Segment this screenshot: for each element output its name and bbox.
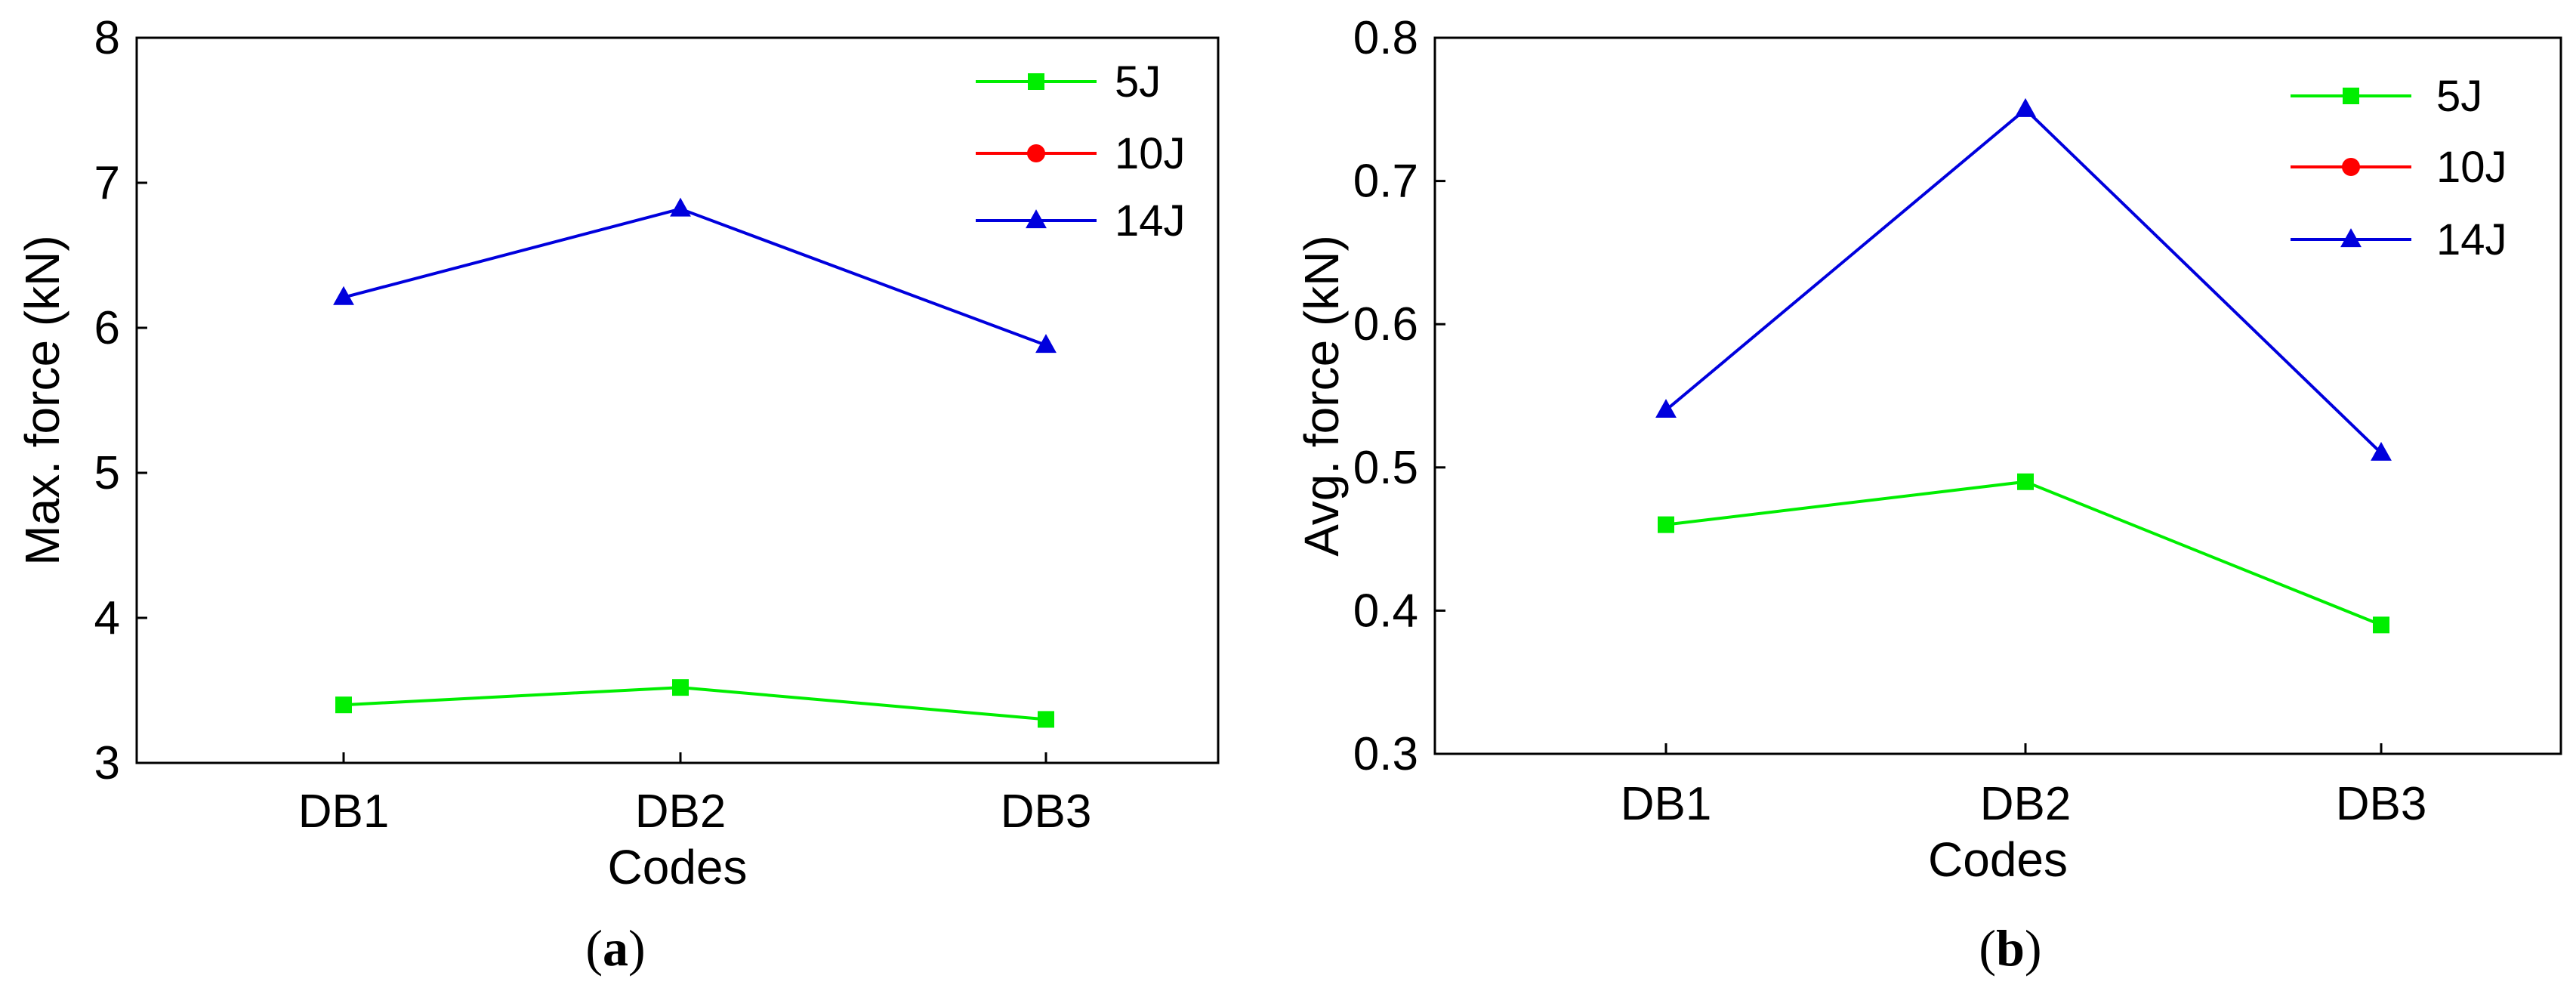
y-tick-label: 0.5 bbox=[1353, 442, 1418, 494]
data-point-5J bbox=[1038, 711, 1054, 728]
data-point-5J bbox=[672, 679, 689, 696]
y-axis-label: Max. force (kN) bbox=[15, 235, 69, 565]
chart-panel-a: 3 4 5 6 7 8 DB1 DB2 DB3 Codes Max. force (kN) 5J 10J… bbox=[15, 12, 1220, 977]
panel-caption: (b) bbox=[1979, 919, 2041, 977]
y-tick-label: 0.8 bbox=[1353, 12, 1418, 64]
data-point-14J bbox=[333, 286, 354, 305]
legend-label-14J: 14J bbox=[2436, 215, 2507, 264]
legend-marker-14J bbox=[2340, 228, 2362, 248]
series-line-14J bbox=[1664, 107, 2383, 455]
legend-marker-14J bbox=[1026, 209, 1047, 229]
y-tick-label: 7 bbox=[94, 157, 120, 209]
y-tick-label: 3 bbox=[94, 737, 120, 789]
x-axis-label: Codes bbox=[1928, 832, 2068, 887]
legend-label-14J: 14J bbox=[1115, 196, 1186, 245]
y-tick-label: 0.7 bbox=[1353, 156, 1418, 208]
x-axis-label: Codes bbox=[608, 840, 748, 894]
y-tick-label: 6 bbox=[94, 302, 120, 354]
x-tick-label: DB1 bbox=[1621, 778, 1712, 830]
panel-caption: (a) bbox=[585, 919, 645, 977]
series-line-14J bbox=[343, 207, 1047, 347]
legend-marker-5J bbox=[1028, 73, 1044, 90]
series-line-5J bbox=[343, 686, 1047, 721]
legend-marker-10J bbox=[1027, 144, 1045, 162]
legend-marker-5J bbox=[2343, 88, 2359, 104]
y-tick-label: 0.4 bbox=[1353, 585, 1418, 637]
y-tick-label: 8 bbox=[94, 12, 120, 64]
x-tick-label: DB3 bbox=[1001, 786, 1092, 838]
legend-marker-10J bbox=[2342, 158, 2360, 176]
data-point-5J bbox=[335, 696, 352, 714]
data-point-14J bbox=[1035, 334, 1057, 354]
chart-panel-b: 0.3 0.4 0.5 0.6 0.7 0.8 DB1 DB2 DB3 Codes Avg. for… bbox=[1294, 12, 2562, 977]
legend-label-10J: 10J bbox=[1115, 129, 1186, 178]
data-point-14J bbox=[670, 197, 691, 217]
data-point-5J bbox=[1658, 516, 1674, 533]
plot-frame bbox=[135, 36, 1220, 764]
y-tick-label: 0.6 bbox=[1353, 298, 1418, 350]
data-point-14J bbox=[1655, 399, 1677, 418]
data-point-5J bbox=[2373, 616, 2389, 634]
data-point-14J bbox=[2371, 441, 2392, 461]
y-axis-label: Avg. force (kN) bbox=[1294, 235, 1349, 557]
data-point-5J bbox=[2017, 473, 2034, 490]
legend-label-5J: 5J bbox=[1115, 57, 1161, 107]
panel-caption-open: ( bbox=[585, 919, 603, 977]
x-tick-label: DB2 bbox=[635, 786, 727, 838]
data-point-14J bbox=[2015, 97, 2036, 117]
panel-caption-letter: a bbox=[603, 919, 628, 977]
y-tick-label: 5 bbox=[94, 447, 120, 499]
panel-caption-letter: b bbox=[1996, 919, 2025, 977]
plot-frame bbox=[1433, 36, 2562, 755]
legend-label-10J: 10J bbox=[2436, 143, 2507, 192]
x-tick-label: DB1 bbox=[298, 786, 390, 838]
panel-caption-open: ( bbox=[1979, 919, 1996, 977]
y-tick-label: 4 bbox=[94, 592, 120, 644]
x-tick-label: DB3 bbox=[2336, 778, 2427, 830]
y-tick-label: 0.3 bbox=[1353, 728, 1418, 780]
legend-label-5J: 5J bbox=[2436, 72, 2482, 121]
x-tick-label: DB2 bbox=[1980, 778, 2072, 830]
panel-caption-close: ) bbox=[628, 919, 646, 977]
series-line-5J bbox=[1665, 480, 2382, 627]
panel-caption-close: ) bbox=[2025, 919, 2042, 977]
